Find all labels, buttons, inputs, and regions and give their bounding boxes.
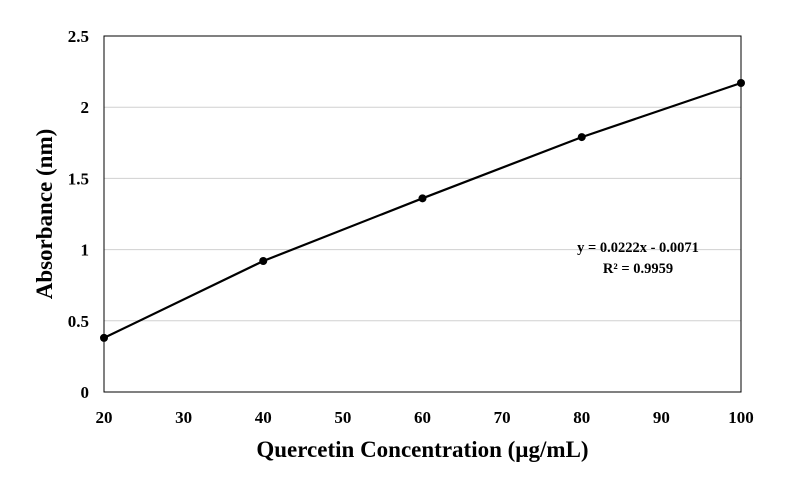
x-axis-label: Quercetin Concentration (µg/mL) xyxy=(256,437,588,462)
trendline-equation: y = 0.0222x - 0.0071 xyxy=(577,240,699,256)
data-point xyxy=(737,78,745,87)
x-tick-label: 20 xyxy=(96,408,113,427)
grid-layer xyxy=(104,106,741,322)
x-tick-labels: 20 30 40 50 60 70 80 90 100 xyxy=(96,408,754,427)
x-tick-label: 50 xyxy=(334,408,351,427)
plot-area-frame xyxy=(103,35,742,393)
x-tick-label: 60 xyxy=(414,408,431,427)
y-tick-label: 0 xyxy=(81,383,90,402)
y-tick-label: 2 xyxy=(81,98,90,117)
data-point xyxy=(577,133,586,142)
x-tick-label: 90 xyxy=(653,408,670,427)
x-tick-label: 70 xyxy=(494,408,511,427)
data-point xyxy=(100,333,108,342)
x-tick-label: 30 xyxy=(175,408,192,427)
r-squared-value: R² = 0.9959 xyxy=(603,261,673,277)
y-tick-label: 0.5 xyxy=(68,312,89,331)
data-points xyxy=(100,78,745,342)
y-tick-labels: 0 0.5 1 1.5 2 2.5 xyxy=(68,27,89,402)
y-axis-label: Absorbance (nm) xyxy=(32,129,57,300)
y-tick-label: 1 xyxy=(81,241,90,260)
y-tick-label: 2.5 xyxy=(68,27,89,46)
data-point xyxy=(259,256,268,265)
x-tick-label: 100 xyxy=(728,408,754,427)
y-tick-label: 1.5 xyxy=(68,169,89,188)
x-tick-label: 80 xyxy=(573,408,590,427)
data-point xyxy=(418,194,427,203)
series-line xyxy=(103,81,742,339)
x-tick-label: 40 xyxy=(255,408,272,427)
